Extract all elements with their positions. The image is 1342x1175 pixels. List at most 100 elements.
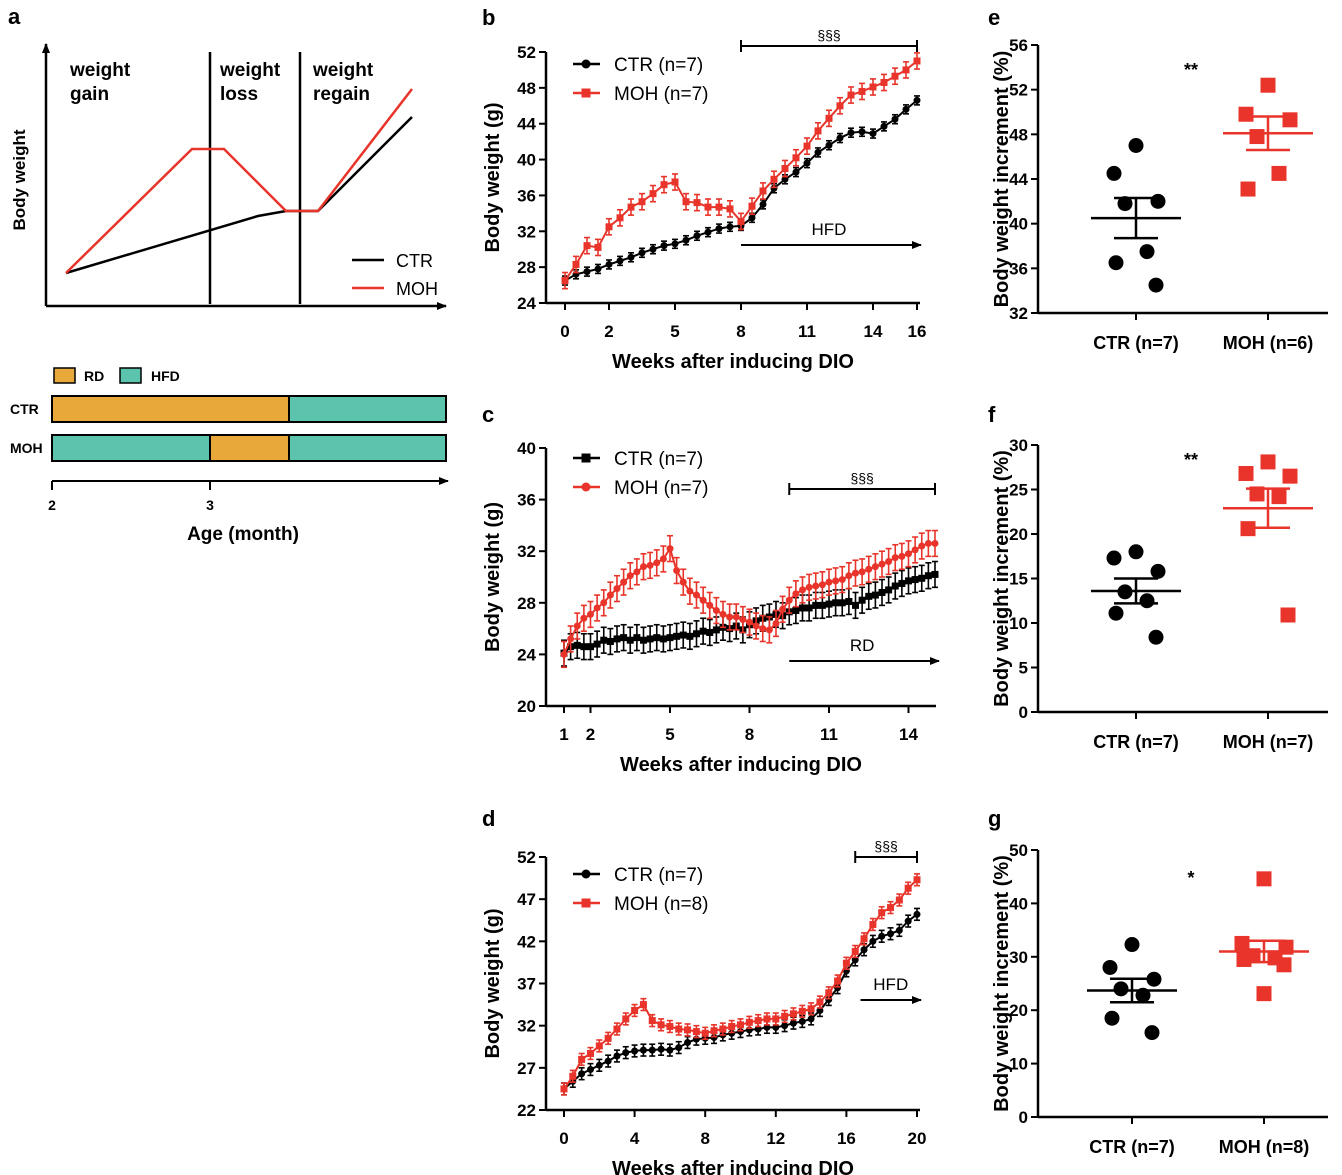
data-point: [639, 1046, 647, 1054]
diet-segment-moh-1: [51, 434, 211, 462]
y-axis-label-b: Body weight (g): [482, 103, 504, 253]
y-tick-label-g: 0: [1019, 1108, 1028, 1127]
schematic-legend-moh: MOH: [396, 279, 438, 299]
significance-label-g: *: [1187, 868, 1194, 888]
data-point: [785, 596, 793, 604]
data-point: [918, 574, 926, 582]
data-point: [660, 242, 668, 250]
data-point-f-2: [1280, 607, 1296, 623]
data-point: [646, 635, 654, 643]
data-point: [712, 607, 720, 615]
data-point: [759, 200, 767, 208]
data-point: [728, 1029, 736, 1037]
data-point: [706, 601, 714, 609]
data-point: [812, 582, 820, 590]
data-point: [648, 1046, 656, 1054]
data-point: [640, 563, 647, 571]
data-point: [605, 223, 613, 231]
diet-segment-ctr-1: [51, 395, 290, 423]
data-point: [606, 638, 614, 645]
data-point: [752, 622, 760, 630]
data-point: [836, 134, 844, 142]
data-point: [580, 614, 588, 622]
data-point: [878, 932, 886, 940]
y-tick-label-b: 36: [517, 186, 536, 205]
age-tick-label-2: 2: [48, 497, 56, 513]
data-point-g-1: [1113, 981, 1129, 997]
data-point: [666, 545, 674, 553]
data-point: [675, 1025, 683, 1033]
data-point-g-1: [1102, 959, 1118, 975]
y-tick-label-e: 32: [1009, 304, 1028, 323]
data-point: [633, 568, 641, 576]
data-point: [594, 265, 602, 273]
data-point: [646, 561, 654, 569]
data-point: [686, 632, 694, 640]
y-tick-label-e: 40: [1009, 215, 1028, 234]
x-axis-label-b: Weeks after inducing DIO: [612, 351, 854, 373]
data-point: [633, 634, 641, 642]
data-point: [832, 577, 840, 585]
data-point-e-2: [1282, 112, 1298, 128]
data-point: [600, 599, 608, 607]
y-axis-label-e: Body weight increment (%): [991, 51, 1013, 308]
data-point: [649, 245, 657, 253]
data-point: [814, 148, 822, 156]
data-point: [865, 565, 873, 573]
schematic-legend-ctr: CTR: [396, 251, 433, 271]
data-point: [825, 989, 833, 997]
data-point: [715, 203, 723, 211]
data-point: [639, 1001, 647, 1009]
x-tick-label-c: 5: [665, 725, 674, 744]
data-point: [838, 576, 846, 584]
data-point: [701, 1029, 709, 1037]
panel-label-g: g: [988, 806, 1001, 831]
data-point: [878, 560, 886, 568]
data-point-e-1: [1139, 244, 1155, 260]
data-point: [638, 198, 646, 206]
data-point: [748, 214, 756, 222]
significance-label-b: §§§: [817, 27, 840, 43]
data-point: [692, 1028, 700, 1036]
x-tick-label-c: 11: [820, 725, 838, 744]
y-tick-label-d: 42: [517, 932, 536, 951]
data-point: [781, 1012, 789, 1020]
data-point-e-1: [1106, 165, 1122, 181]
data-point-e-1: [1148, 277, 1164, 293]
data-point: [616, 214, 624, 222]
data-point-f-2: [1282, 468, 1298, 484]
y-axis-label-f: Body weight increment (%): [991, 450, 1013, 707]
data-point: [902, 66, 910, 74]
data-point: [858, 87, 866, 95]
y-tick-label-b: 40: [517, 151, 536, 170]
data-point: [772, 1015, 780, 1023]
y-tick-label-g: 20: [1009, 1001, 1028, 1020]
data-point: [836, 102, 844, 110]
data-point: [913, 57, 921, 65]
data-point-e-2: [1240, 181, 1256, 197]
age-tick-label-3: 3: [206, 497, 214, 513]
y-tick-label-g: 10: [1009, 1055, 1028, 1074]
data-point: [606, 591, 614, 599]
x-tick-label-d: 12: [766, 1129, 785, 1148]
data-point-f-2: [1260, 454, 1276, 470]
y-tick-label-c: 24: [517, 645, 536, 664]
x-tick-label-b: 16: [908, 322, 927, 341]
y-tick-label-c: 32: [517, 542, 536, 561]
data-point: [626, 636, 634, 644]
category-label-e-1: CTR (n=7): [1093, 333, 1179, 353]
data-point: [657, 1021, 665, 1029]
data-point: [578, 1055, 586, 1063]
data-point: [805, 583, 813, 591]
data-point: [789, 1019, 797, 1027]
x-tick-label-c: 1: [559, 725, 568, 744]
data-point: [799, 586, 806, 594]
data-point: [704, 203, 712, 211]
data-point: [904, 884, 912, 892]
data-point: [812, 601, 820, 609]
data-point: [653, 634, 661, 642]
data-point: [789, 1010, 797, 1018]
data-point: [825, 600, 833, 608]
schematic-y-label: Body weight: [10, 129, 29, 230]
